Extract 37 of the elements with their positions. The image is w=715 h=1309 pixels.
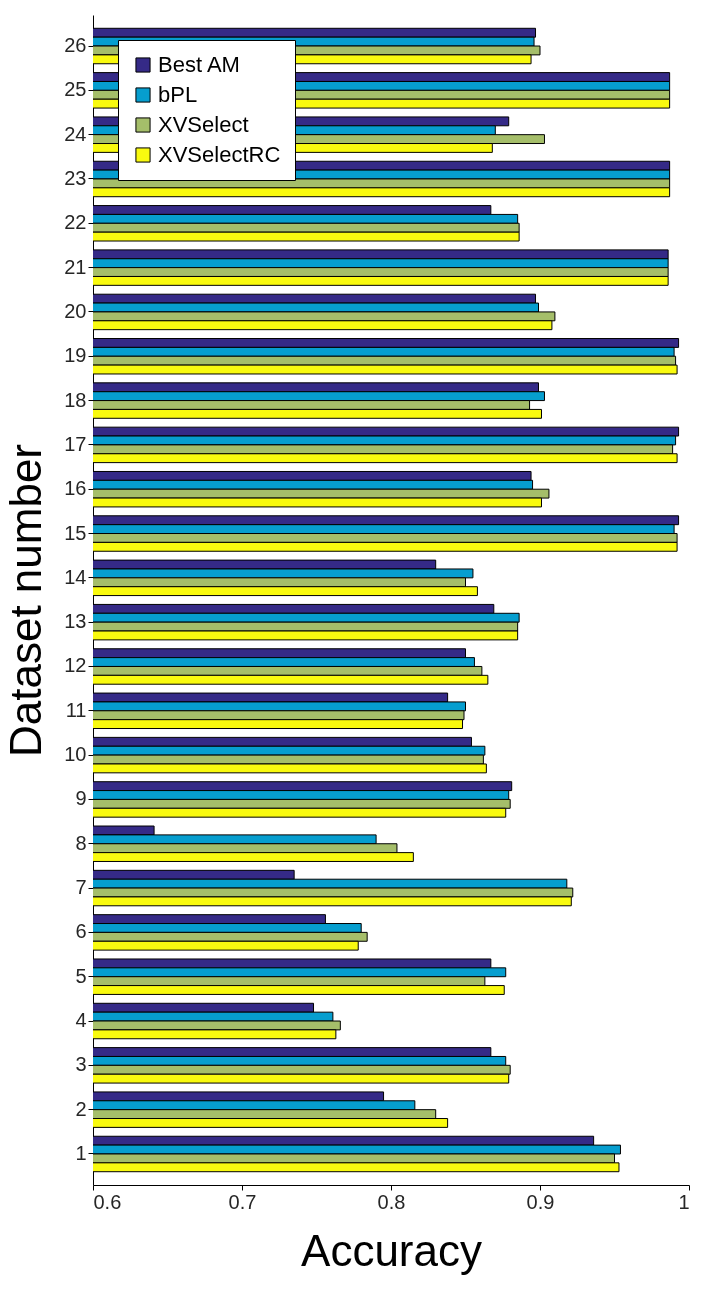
legend-label: XVSelect	[158, 112, 249, 137]
y-tick-label: 13	[64, 610, 87, 633]
y-tick-label: 4	[75, 1009, 87, 1032]
y-tick-label: 23	[64, 166, 87, 189]
y-tick-label: 7	[75, 876, 87, 899]
y-tick-label: 12	[64, 654, 87, 677]
y-tick-label: 6	[75, 920, 87, 943]
x-tick-label: 0.8	[377, 1190, 406, 1213]
y-tick-label: 10	[64, 743, 87, 766]
y-tick-label: 19	[64, 344, 87, 367]
y-tick-label: 3	[75, 1053, 87, 1076]
y-tick-label: 1	[75, 1141, 87, 1164]
x-tick-label: 1	[678, 1190, 690, 1213]
x-tick-label: 0.6	[93, 1190, 122, 1213]
y-tick-label: 9	[75, 787, 87, 810]
y-tick-label: 25	[64, 78, 87, 101]
y-tick-label: 18	[64, 388, 87, 411]
y-tick-label: 22	[64, 211, 87, 234]
legend-label: XVSelectRC	[158, 142, 281, 167]
y-tick-label: 24	[64, 122, 87, 145]
y-tick-label: 8	[75, 831, 87, 854]
y-tick-label: 14	[64, 565, 87, 588]
y-tick-label: 21	[64, 255, 87, 278]
y-tick-label: 17	[64, 432, 87, 455]
y-tick-label: 26	[64, 34, 87, 57]
y-tick-label: 15	[64, 521, 87, 544]
x-axis-title: Accuracy	[301, 1225, 482, 1275]
y-axis-title: Dataset number	[1, 443, 51, 758]
legend-label: bPL	[158, 82, 198, 107]
legend-label: Best AM	[158, 52, 240, 77]
x-tick-label: 0.7	[228, 1190, 257, 1213]
y-tick-label: 11	[65, 698, 87, 721]
y-tick-label: 20	[64, 299, 87, 322]
x-tick-label: 0.9	[526, 1190, 555, 1213]
y-tick-label: 2	[75, 1097, 87, 1120]
y-tick-label: 16	[64, 477, 87, 500]
y-tick-label: 5	[75, 964, 87, 987]
